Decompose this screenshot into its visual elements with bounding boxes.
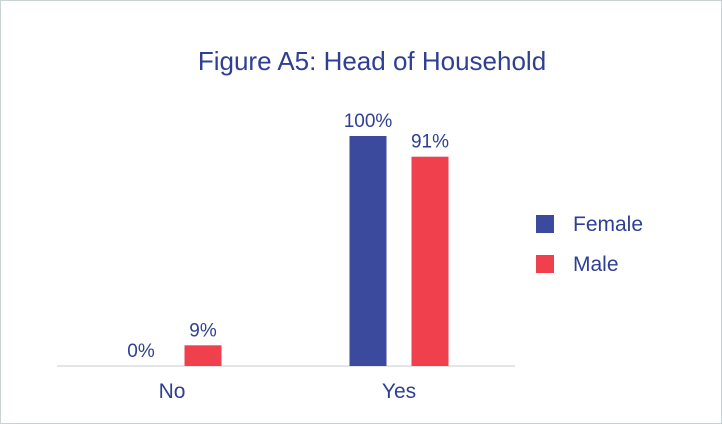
- data-label-male-no: 9%: [189, 320, 217, 341]
- legend-label-male: Male: [573, 253, 619, 276]
- legend-label-female: Female: [573, 213, 643, 236]
- bar-female-yes: [349, 136, 387, 366]
- chart-title: Figure A5: Head of Household: [198, 46, 546, 76]
- category-labels-group: No Yes: [159, 380, 417, 403]
- bar-male-yes: [411, 156, 449, 366]
- data-label-female-yes: 100%: [344, 111, 393, 132]
- legend: Female Male: [536, 213, 643, 276]
- bars-group: [184, 136, 449, 366]
- category-label-yes: Yes: [382, 380, 416, 403]
- legend-swatch-male: [536, 255, 554, 273]
- data-label-female-no: 0%: [127, 341, 155, 362]
- bar-male-no: [184, 345, 222, 366]
- legend-swatch-female: [536, 215, 554, 233]
- data-labels-group: 0% 9% 100% 91%: [127, 111, 449, 362]
- data-label-male-yes: 91%: [411, 132, 449, 153]
- category-label-no: No: [159, 380, 186, 403]
